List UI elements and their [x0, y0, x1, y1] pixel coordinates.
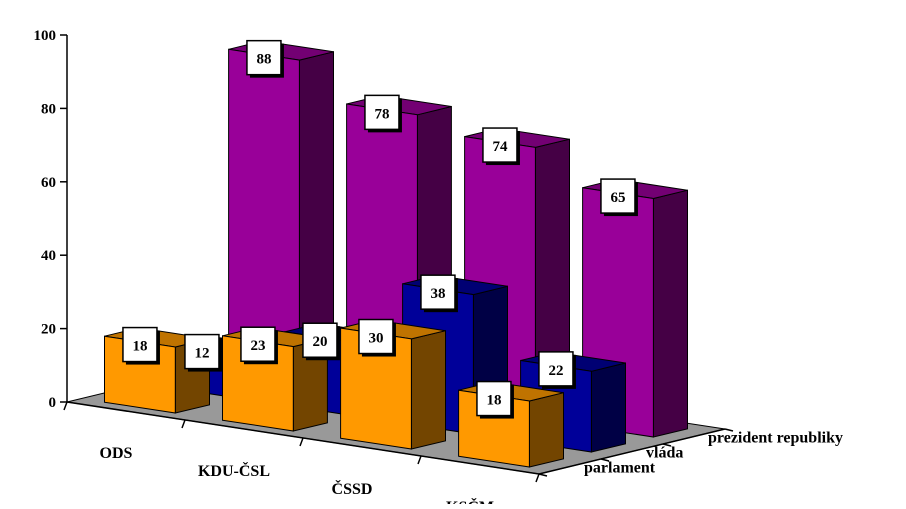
x-tick-mark: [535, 473, 540, 483]
x-tick-mark: [417, 455, 422, 465]
bar: [340, 319, 446, 450]
data-label: 12: [184, 333, 222, 372]
data-label-value: 23: [250, 338, 265, 354]
category-label: ODS: [100, 445, 133, 462]
data-label-value: 30: [368, 331, 383, 347]
x-tick-mark: [181, 419, 186, 429]
data-label: 22: [538, 351, 576, 389]
data-label-value: 38: [430, 286, 445, 302]
data-label-box: [122, 326, 158, 363]
data-label: 18: [122, 326, 160, 365]
data-label-value: 18: [132, 339, 147, 355]
data-label: 38: [420, 274, 458, 313]
data-label: 88: [246, 39, 284, 78]
data-label-box: [600, 178, 636, 214]
depth-axis-line: [538, 428, 726, 475]
y-tick-label: 100: [34, 28, 57, 44]
data-label: 74: [482, 127, 520, 166]
data-label-box: [184, 333, 220, 370]
data-label-value: 12: [194, 346, 209, 362]
data-label-value: 78: [374, 106, 389, 122]
data-label-box: [358, 318, 394, 355]
category-label: KSČM: [446, 497, 494, 504]
data-label-box: [302, 322, 338, 358]
category-label: ČSSD: [332, 479, 373, 498]
data-label-value: 65: [610, 190, 625, 206]
data-label-value: 20: [312, 334, 327, 350]
label-layer: 88 78 74 65 12 20 38 22 18 23 30 18: [122, 39, 638, 419]
depth-tick-mark: [600, 458, 610, 462]
x-tick-mark: [299, 437, 304, 447]
data-label: 30: [358, 318, 396, 357]
data-label-box: [364, 94, 400, 131]
data-label: 23: [240, 326, 278, 365]
series-label: prezident republiky: [708, 430, 843, 447]
series-label: parlament: [584, 460, 656, 477]
data-label-box: [420, 274, 456, 310]
depth-tick-mark: [662, 443, 672, 447]
series-label: vláda: [646, 445, 683, 462]
category-label: KDU-ČSL: [198, 461, 270, 480]
y-tick-label: 0: [49, 395, 57, 411]
data-label-box: [538, 351, 574, 387]
data-label-value: 74: [492, 139, 508, 155]
data-label: 20: [302, 322, 340, 361]
depth-tick-mark: [724, 428, 734, 432]
data-label-value: 18: [486, 393, 501, 409]
bar-front-face: [340, 327, 412, 450]
depth-tick-mark: [538, 473, 548, 477]
data-label-value: 88: [256, 52, 271, 68]
data-label-box: [246, 39, 282, 76]
y-tick-label: 40: [41, 248, 56, 264]
data-label-value: 22: [548, 363, 563, 379]
bar-side-face: [410, 330, 446, 450]
y-tick-label: 60: [41, 175, 56, 191]
y-tick-label: 80: [41, 101, 56, 117]
x-tick-mark: [63, 401, 68, 411]
data-label: 65: [600, 178, 638, 217]
data-label-box: [482, 127, 518, 163]
data-label-box: [476, 380, 512, 417]
bar-side-face: [652, 189, 688, 438]
data-label-box: [240, 326, 276, 362]
bar-side-face: [590, 362, 626, 453]
axis-layer: 0 20 40 60 80 100 ODS KDU-ČSL ČSSD KSČM prezident …: [34, 28, 843, 509]
data-label: 78: [364, 94, 402, 133]
data-label: 18: [476, 380, 514, 419]
bar-side-face: [528, 392, 564, 468]
y-tick-label: 20: [41, 322, 56, 338]
